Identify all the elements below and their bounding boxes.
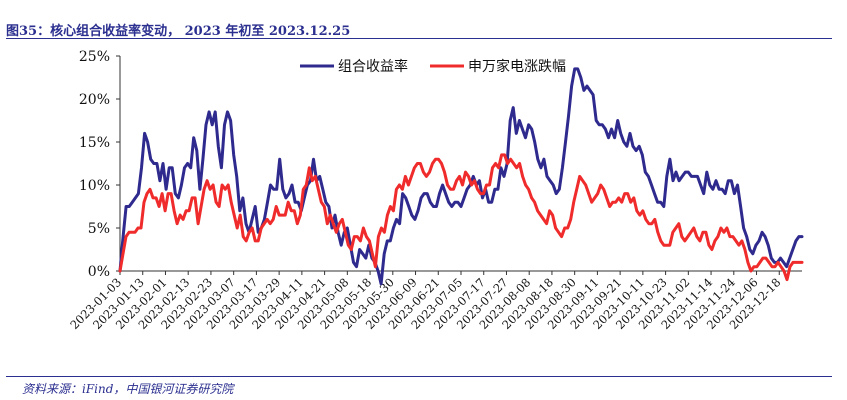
chart-title: 图35：核心组合收益率变动， 2023 年初至 2023.12.25: [6, 24, 351, 39]
y-tick-label: 20%: [79, 92, 110, 108]
legend-item-portfolio: 组合收益率: [300, 58, 408, 75]
legend-label: 申万家电涨跌幅: [468, 58, 566, 75]
series-line-index: [118, 153, 804, 282]
y-tick-label: 25%: [79, 49, 110, 65]
axes-layer: 0%5%10%15%20%25%2023-01-032023-01-132023…: [67, 49, 802, 332]
title-rule: [6, 38, 832, 39]
y-tick-label: 10%: [79, 178, 110, 194]
y-tick-label: 15%: [79, 135, 110, 151]
y-tick-label: 5%: [88, 221, 110, 237]
legend-item-index: 申万家电涨跌幅: [430, 58, 566, 75]
source-note: 资料来源：iFind，中国银河证券研究院: [22, 382, 234, 396]
footer-rule: [6, 376, 832, 377]
legend-label: 组合收益率: [338, 58, 408, 75]
legend: 组合收益率 申万家电涨跌幅: [300, 58, 566, 75]
series-layer: [118, 67, 804, 286]
series-line-portfolio: [118, 67, 804, 286]
y-tick-label: 0%: [88, 264, 110, 280]
